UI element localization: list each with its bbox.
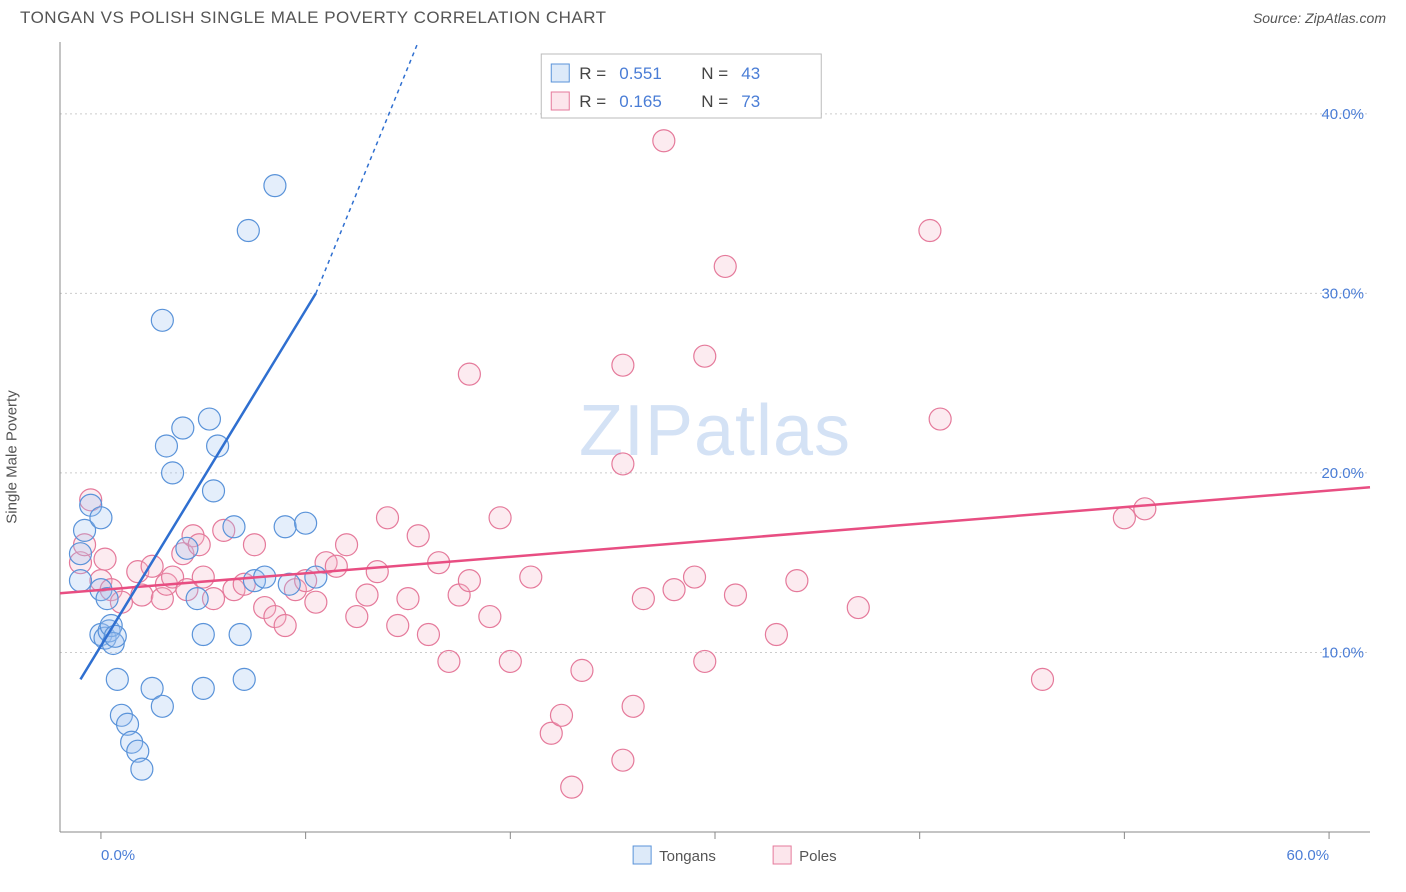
svg-text:0.165: 0.165 — [619, 92, 662, 111]
y-axis-label: Single Male Poverty — [4, 390, 21, 523]
svg-text:N =: N = — [701, 92, 728, 111]
svg-text:73: 73 — [741, 92, 760, 111]
source-name: ZipAtlas.com — [1305, 10, 1386, 26]
chart-title: TONGAN VS POLISH SINGLE MALE POVERTY COR… — [20, 8, 607, 28]
svg-text:R =: R = — [579, 92, 606, 111]
svg-text:43: 43 — [741, 64, 760, 83]
chart-container: Single Male Poverty ZIPatlas10.0%20.0%30… — [20, 42, 1386, 872]
svg-text:Tongans: Tongans — [659, 848, 716, 865]
svg-text:30.0%: 30.0% — [1321, 285, 1364, 302]
svg-text:60.0%: 60.0% — [1287, 847, 1330, 864]
svg-text:0.551: 0.551 — [619, 64, 662, 83]
scatter-plot: ZIPatlas10.0%20.0%30.0%40.0%0.0%60.0%R =… — [20, 42, 1386, 872]
svg-text:10.0%: 10.0% — [1321, 644, 1364, 661]
svg-text:Poles: Poles — [799, 848, 837, 865]
source-prefix: Source: — [1253, 10, 1305, 26]
svg-text:0.0%: 0.0% — [101, 847, 135, 864]
svg-text:R =: R = — [579, 64, 606, 83]
svg-text:40.0%: 40.0% — [1321, 106, 1364, 123]
source-attribution: Source: ZipAtlas.com — [1253, 10, 1386, 26]
svg-text:20.0%: 20.0% — [1321, 465, 1364, 482]
svg-text:N =: N = — [701, 64, 728, 83]
